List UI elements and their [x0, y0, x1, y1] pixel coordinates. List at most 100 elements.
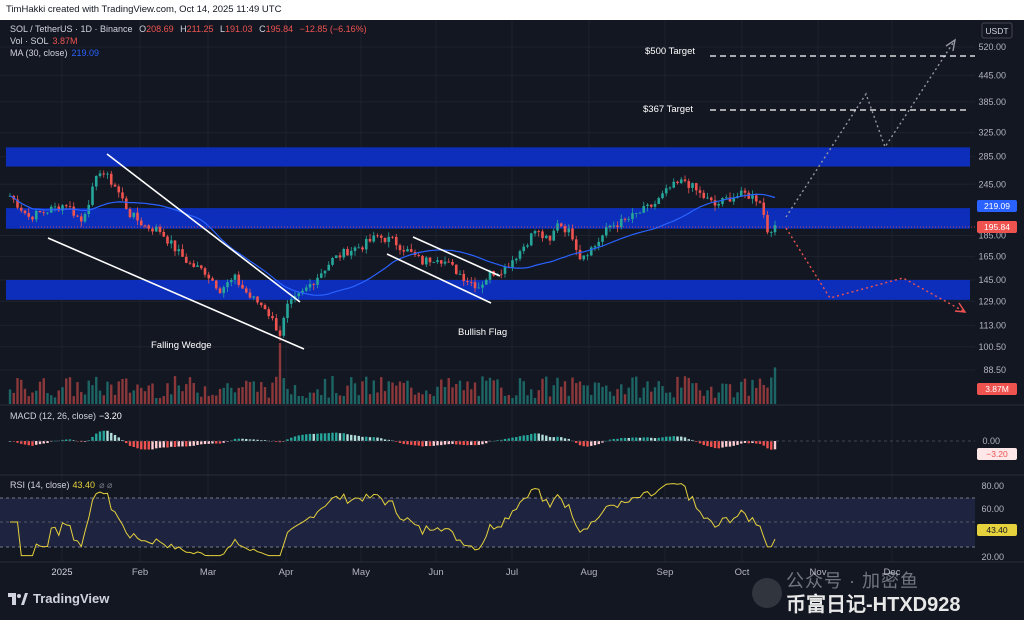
rsi-legend[interactable]: RSI (14, close) 43.40 ⌀ ⌀	[10, 480, 113, 490]
volume-bar	[170, 394, 173, 404]
macd-histogram-bar	[582, 441, 585, 447]
vol-legend-label[interactable]: Vol · SOL	[10, 36, 49, 46]
volume-bar	[226, 383, 229, 404]
candle-body	[214, 280, 218, 289]
volume-bar	[455, 383, 458, 404]
volume-bar	[27, 396, 30, 404]
volume-bar	[766, 387, 769, 404]
wedge-lower-line[interactable]	[47, 237, 305, 350]
volume-bar	[346, 385, 349, 404]
macd-histogram-bar	[698, 441, 702, 444]
flag-upper-line[interactable]	[412, 236, 501, 277]
macd-histogram-bar	[132, 441, 135, 447]
volume-bar	[327, 397, 330, 404]
macd-histogram-bar	[751, 441, 754, 444]
macd-histogram-bar	[485, 441, 488, 444]
macd-histogram-bar	[395, 441, 398, 442]
macd-histogram-bar	[173, 441, 177, 448]
macd-histogram-bar	[12, 441, 15, 442]
tradingview-logo-icon	[8, 592, 28, 605]
volume-bar	[552, 385, 555, 404]
macd-histogram-bar	[766, 441, 769, 449]
macd-histogram-bar	[477, 441, 480, 445]
volume-bar	[263, 387, 267, 404]
volume-bar	[207, 396, 210, 404]
macd-histogram-bar	[717, 441, 720, 449]
wedge-upper-line[interactable]	[106, 153, 301, 303]
price-chart[interactable]: $500 Target $367 Target Falling Wedge Bu…	[0, 0, 1024, 582]
volume-bar	[541, 378, 544, 404]
volume-bar	[773, 367, 777, 404]
macd-histogram-bar	[83, 441, 87, 442]
macd-histogram-bar	[293, 436, 297, 441]
volume-bar	[361, 381, 364, 404]
candle-body	[76, 215, 79, 217]
candle-body	[694, 183, 698, 191]
candle-body	[533, 231, 537, 234]
y-tick-label: 88.50	[983, 365, 1006, 375]
volume-bar	[42, 378, 45, 404]
macd-histogram-bar	[507, 438, 510, 441]
volume-bar	[331, 376, 334, 404]
volume-bar	[706, 390, 709, 404]
volume-bar	[147, 385, 150, 404]
volume-bar	[181, 391, 184, 404]
volume-bar	[342, 395, 345, 404]
volume-bar	[421, 394, 424, 404]
tradingview-logo[interactable]: TradingView	[8, 591, 109, 606]
candle-body	[31, 216, 34, 220]
ma-legend-label[interactable]: MA (30, close)	[10, 48, 68, 58]
volume-bar	[200, 396, 203, 404]
candle-body	[91, 186, 94, 205]
volume-bar	[488, 377, 492, 404]
macd-histogram-bar	[413, 441, 417, 446]
candle-body	[334, 255, 338, 259]
macd-histogram-bar	[185, 441, 188, 447]
volume-bar	[380, 377, 383, 404]
volume-bar	[627, 387, 630, 404]
macd-histogram-bar	[455, 441, 458, 445]
macd-histogram-bar	[95, 433, 98, 441]
macd-histogram-bar	[620, 438, 623, 441]
candle-body	[222, 287, 226, 294]
candle-body	[128, 209, 132, 218]
candle-body	[64, 205, 68, 207]
macd-histogram-bar	[200, 441, 203, 445]
volume-bar	[50, 395, 53, 404]
macd-histogram-bar	[263, 440, 267, 441]
macd-histogram-bar	[248, 439, 252, 441]
symbol-label[interactable]: SOL / TetherUS · 1D · Binance	[10, 24, 133, 34]
candle-body	[364, 238, 368, 250]
macd-histogram-bar	[110, 432, 113, 441]
volume-bar	[293, 385, 297, 404]
candle-body	[657, 198, 661, 204]
candle-body	[766, 214, 769, 233]
volume-bar	[140, 387, 143, 404]
candle-body	[387, 236, 391, 242]
candle-body	[567, 228, 571, 233]
volume-bar	[151, 383, 154, 404]
macd-histogram-bar	[365, 436, 368, 441]
bear-projection-path[interactable]	[785, 227, 966, 313]
macd-histogram-bar	[357, 435, 360, 441]
volume-bar	[470, 389, 473, 404]
macd-histogram-bar	[447, 441, 450, 445]
macd-histogram-bar	[563, 438, 567, 441]
macd-histogram-bar	[226, 441, 229, 442]
volume-bar	[173, 376, 177, 404]
price-axis[interactable]	[975, 20, 1024, 582]
candle-body	[548, 235, 552, 241]
x-tick-label: Dec	[884, 567, 901, 578]
macd-legend[interactable]: MACD (12, 26, close) −3.20	[10, 411, 122, 421]
currency-badge[interactable]	[981, 22, 1013, 39]
candle-body	[653, 203, 657, 207]
volume-bar	[668, 392, 672, 404]
watermark-logo-icon	[752, 578, 782, 608]
bull-projection-path[interactable]	[785, 39, 956, 218]
candle-body	[571, 228, 574, 240]
flag-lower-line[interactable]	[386, 253, 492, 304]
macd-histogram-bar	[301, 434, 304, 441]
volume-bar	[747, 395, 750, 404]
macd-histogram-bar	[522, 435, 525, 441]
y-tick-label: 520.00	[978, 42, 1006, 52]
